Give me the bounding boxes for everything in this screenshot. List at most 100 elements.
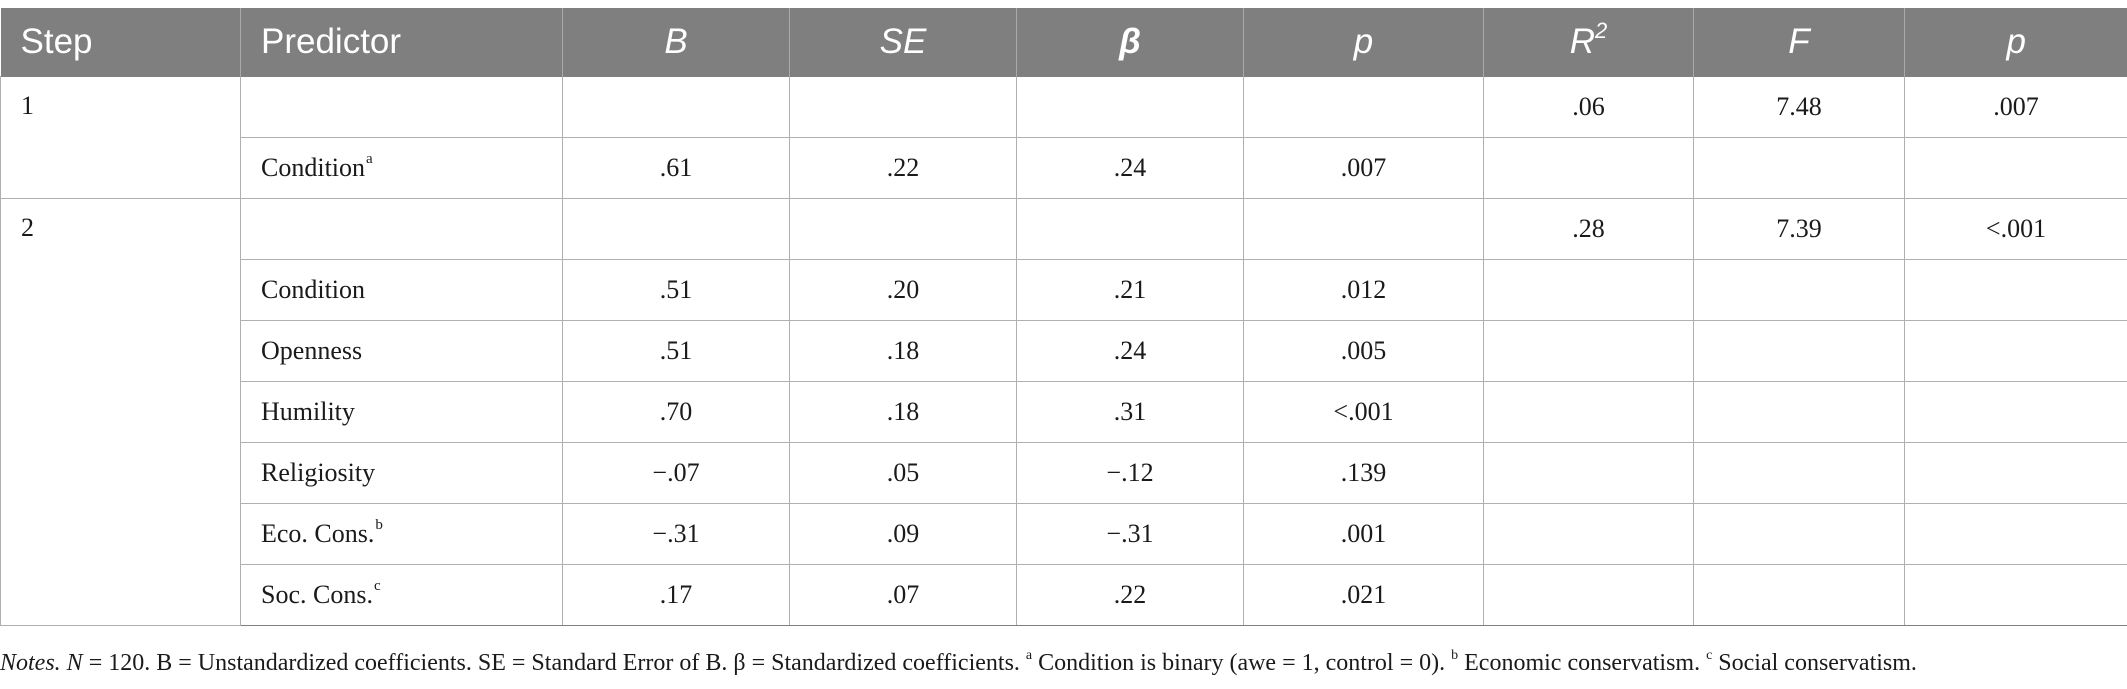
predictor-cell: Conditiona	[240, 137, 563, 199]
beta-cell: .31	[1016, 381, 1244, 443]
se-cell: .20	[789, 259, 1017, 321]
beta-cell: .24	[1016, 320, 1244, 382]
p-cell: .005	[1243, 320, 1484, 382]
model-p-cell	[1904, 503, 2127, 565]
header-row: Step Predictor B SE β p R2 F p	[0, 8, 2127, 77]
b-cell: .70	[562, 381, 790, 443]
b-cell	[562, 198, 790, 260]
r2-cell	[1483, 137, 1694, 199]
table-row: Conditiona .61 .22 .24 .007	[1, 137, 2127, 199]
b-cell: .17	[562, 564, 790, 626]
predictor-cell: Condition	[240, 259, 563, 321]
f-cell	[1693, 320, 1905, 382]
notes-text: = 120. B = Unstandardized coefficients. …	[82, 650, 1026, 676]
footnote-b-text: Economic conservatism.	[1458, 650, 1707, 676]
b-cell	[562, 76, 790, 138]
predictor-cell: Soc. Cons.c	[240, 564, 563, 626]
r2-cell	[1483, 564, 1694, 626]
b-cell: .61	[562, 137, 790, 199]
table-row: Eco. Cons.b −.31 .09 −.31 .001	[1, 503, 2127, 565]
p-cell: <.001	[1243, 381, 1484, 443]
header-r2-base: R	[1569, 22, 1596, 61]
f-cell: 7.39	[1693, 198, 1905, 260]
predictor-label: Humility	[261, 397, 355, 426]
header-beta: β	[1016, 8, 1244, 77]
beta-cell: −.31	[1016, 503, 1244, 565]
model-p-cell	[1904, 564, 2127, 626]
f-cell	[1693, 259, 1905, 321]
se-cell: .22	[789, 137, 1017, 199]
step-cell: 1	[0, 76, 241, 199]
predictor-cell	[240, 76, 563, 138]
footnote-a-text: Condition is binary (awe = 1, control = …	[1032, 650, 1452, 676]
header-step: Step	[0, 8, 241, 77]
model-p-cell	[1904, 442, 2127, 504]
footnote-c-text: Social conservatism.	[1712, 650, 1917, 676]
b-cell: .51	[562, 259, 790, 321]
header-b: B	[562, 8, 790, 77]
table-row: Soc. Cons.c .17 .07 .22 .021	[1, 564, 2127, 626]
table-row: Condition .51 .20 .21 .012	[1, 259, 2127, 321]
p-cell	[1243, 198, 1484, 260]
beta-cell: .24	[1016, 137, 1244, 199]
r2-cell: .28	[1483, 198, 1694, 260]
model-p-cell	[1904, 259, 2127, 321]
step-cell: 2	[0, 198, 241, 626]
f-cell	[1693, 442, 1905, 504]
r2-cell	[1483, 320, 1694, 382]
header-f: F	[1693, 8, 1905, 77]
p-cell: .012	[1243, 259, 1484, 321]
p-cell: .139	[1243, 442, 1484, 504]
header-r2: R2	[1483, 8, 1694, 77]
p-cell: .001	[1243, 503, 1484, 565]
model-p-cell	[1904, 137, 2127, 199]
predictor-cell: Eco. Cons.b	[240, 503, 563, 565]
b-cell: −.31	[562, 503, 790, 565]
se-cell	[789, 76, 1017, 138]
se-cell: .05	[789, 442, 1017, 504]
predictor-label: Eco. Cons.	[261, 519, 375, 548]
r2-cell	[1483, 381, 1694, 443]
header-se: SE	[789, 8, 1017, 77]
predictor-cell: Humility	[240, 381, 563, 443]
table-row: Humility .70 .18 .31 <.001	[1, 381, 2127, 443]
b-cell: .51	[562, 320, 790, 382]
footnote-c-marker: c	[1706, 648, 1713, 663]
footnote-a-marker: a	[1025, 648, 1033, 663]
predictor-cell	[240, 198, 563, 260]
r2-cell	[1483, 503, 1694, 565]
beta-cell: .21	[1016, 259, 1244, 321]
predictor-cell: Religiosity	[240, 442, 563, 504]
predictor-label: Religiosity	[261, 458, 376, 487]
step-summary-row: 1 .06 7.48 .007	[0, 76, 2127, 199]
f-cell: 7.48	[1693, 76, 1905, 138]
model-p-cell	[1904, 320, 2127, 382]
r2-cell	[1483, 442, 1694, 504]
footnote-marker: a	[366, 151, 373, 167]
predictor-label: Condition	[261, 275, 366, 304]
se-cell: .18	[789, 320, 1017, 382]
f-cell	[1693, 137, 1905, 199]
r2-cell: .06	[1483, 76, 1694, 138]
p-cell: .021	[1243, 564, 1484, 626]
header-predictor: Predictor	[240, 8, 563, 77]
beta-cell	[1016, 76, 1244, 138]
model-p-cell: .007	[1904, 76, 2127, 138]
f-cell	[1693, 564, 1905, 626]
beta-cell	[1016, 198, 1244, 260]
header-p: p	[1243, 8, 1484, 77]
b-cell: −.07	[562, 442, 790, 504]
model-p-cell: <.001	[1904, 198, 2127, 260]
footnote-marker: c	[373, 578, 381, 594]
predictor-cell: Openness	[240, 320, 563, 382]
model-p-cell	[1904, 381, 2127, 443]
f-cell	[1693, 381, 1905, 443]
se-cell: .07	[789, 564, 1017, 626]
predictor-label: Openness	[261, 336, 363, 365]
header-p2: p	[1904, 8, 2127, 77]
notes-label: Notes.	[0, 650, 61, 676]
regression-table: Step Predictor B SE β p R2 F p 1 .06 7.4…	[0, 8, 2127, 626]
table-row: Openness .51 .18 .24 .005	[1, 320, 2127, 382]
table-notes: Notes. N = 120. B = Unstandardized coeff…	[0, 648, 2127, 677]
header-r2-sup: 2	[1595, 18, 1608, 43]
